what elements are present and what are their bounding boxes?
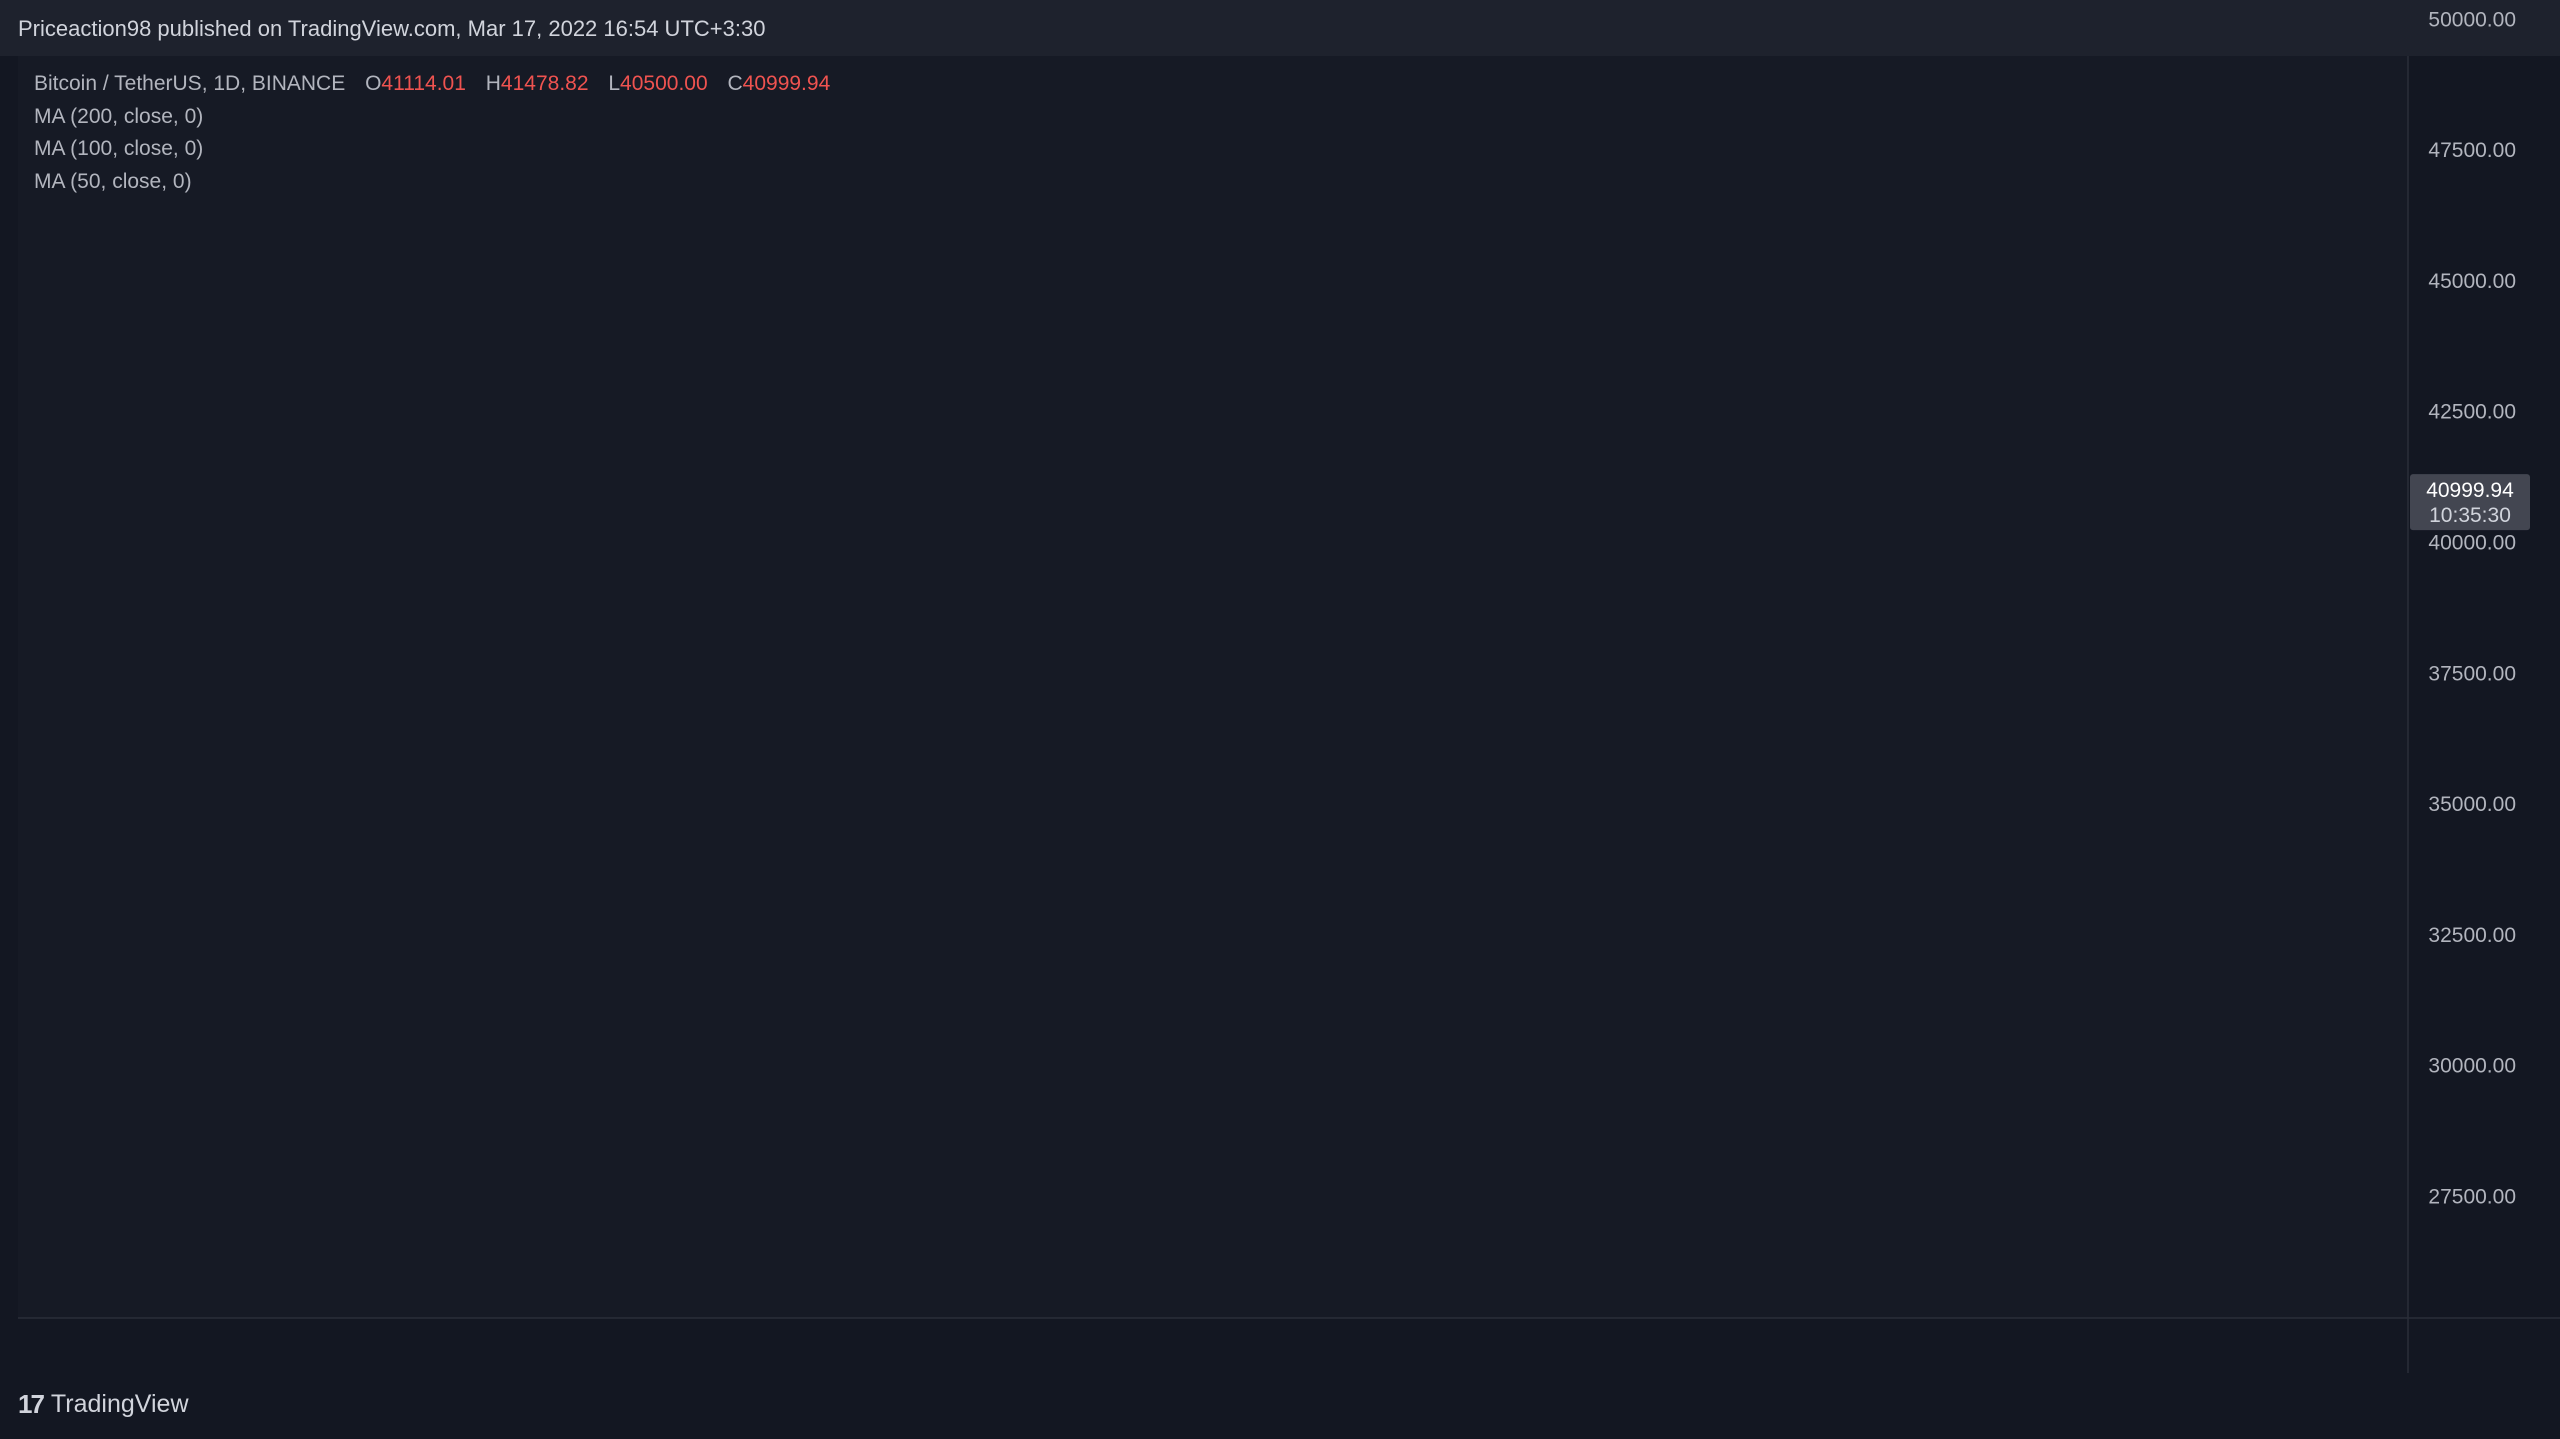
footer-bar bbox=[0, 1373, 2560, 1439]
symbol-label: Bitcoin / TetherUS, 1D, BINANCE bbox=[34, 72, 346, 95]
close-value: 40999.94 bbox=[742, 72, 831, 95]
price-tick-label: 45000.00 bbox=[2428, 270, 2516, 293]
last-price-tag-box bbox=[2410, 474, 2530, 531]
bar-countdown: 10:35:30 bbox=[2429, 504, 2511, 527]
tradingview-logo-text: TradingView bbox=[50, 1390, 189, 1418]
price-axis-labels: 27500.00 30000.00 32500.00 35000.00 37500.00… bbox=[2428, 8, 2516, 1209]
chart-legend: Bitcoin / TetherUS, 1D, BINANCE O41114.0… bbox=[34, 68, 830, 198]
price-tick-label: 50000.00 bbox=[2428, 8, 2516, 31]
price-tick-label: 37500.00 bbox=[2428, 662, 2516, 685]
high-label: H bbox=[485, 72, 501, 95]
open-value: 41114.01 bbox=[381, 72, 466, 95]
grid bbox=[18, 56, 2560, 1373]
open-label: O bbox=[365, 72, 382, 95]
price-tick-label: 32500.00 bbox=[2428, 924, 2516, 947]
publication-header: Priceaction98 published on TradingView.c… bbox=[0, 0, 2560, 56]
price-tick-label: 42500.00 bbox=[2428, 401, 2516, 424]
low-label: L bbox=[608, 72, 621, 95]
symbol-row: Bitcoin / TetherUS, 1D, BINANCE O41114.0… bbox=[34, 68, 830, 101]
legend-ma200[interactable]: MA (200, close, 0) bbox=[34, 104, 204, 128]
last-price-value: 40999.94 bbox=[2426, 479, 2514, 502]
legend-ma50[interactable]: MA (50, close, 0) bbox=[34, 169, 192, 193]
close-label: C bbox=[727, 72, 743, 95]
tradingview-logo[interactable]: 17 TradingView bbox=[18, 1389, 189, 1420]
price-tick-label: 40000.00 bbox=[2428, 532, 2516, 555]
low-value: 40500.00 bbox=[620, 72, 708, 95]
price-axis-panel[interactable] bbox=[2408, 56, 2560, 1373]
tradingview-logo-icon: 17 bbox=[18, 1389, 45, 1419]
high-value: 41478.82 bbox=[500, 72, 589, 95]
published-info: Priceaction98 published on TradingView.c… bbox=[18, 16, 766, 41]
price-tick-label: 35000.00 bbox=[2428, 793, 2516, 816]
price-tick-label: 27500.00 bbox=[2428, 1186, 2516, 1209]
chart-pane[interactable] bbox=[18, 56, 2408, 1318]
price-tick-label: 47500.00 bbox=[2428, 139, 2516, 162]
legend-ma100[interactable]: MA (100, close, 0) bbox=[34, 137, 204, 160]
price-tick-label: 30000.00 bbox=[2428, 1055, 2516, 1078]
